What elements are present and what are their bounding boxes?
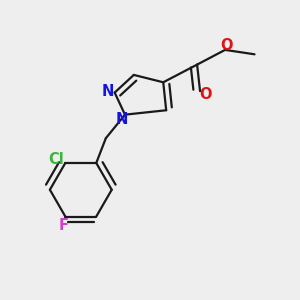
Text: Cl: Cl — [48, 152, 64, 167]
Text: O: O — [199, 87, 212, 102]
Text: N: N — [116, 112, 128, 128]
Text: F: F — [59, 218, 69, 233]
Text: O: O — [220, 38, 233, 53]
Text: N: N — [102, 84, 114, 99]
